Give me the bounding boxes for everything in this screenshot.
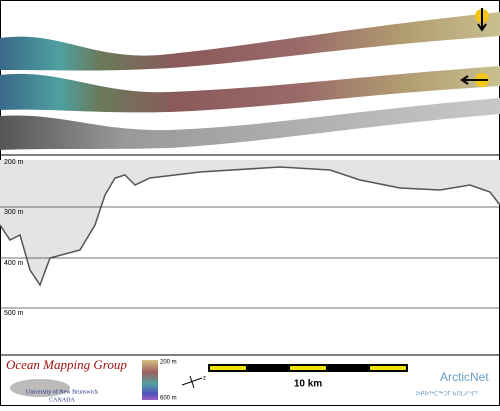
- partner-inuktitut: ᐅᑭᐅᖅᑕᖅᑐᒥ ᑲᑎᒪᔨᖏᑦ: [416, 391, 478, 398]
- swath-strip: [0, 12, 500, 71]
- swath-strip: [0, 66, 500, 113]
- scale-segment: [290, 366, 326, 370]
- depth-label: 500 m: [4, 310, 24, 317]
- logo-shape: [10, 379, 70, 397]
- arrow: [460, 75, 488, 85]
- arrow: [477, 8, 487, 32]
- compass: [181, 375, 203, 389]
- partner: ArcticNet: [440, 370, 489, 384]
- swath-strip: [0, 98, 500, 150]
- colorbar-top: 200 m: [160, 360, 177, 366]
- scale-segment: [210, 366, 246, 370]
- scale-segment: [370, 366, 406, 370]
- compass-label: z: [203, 376, 206, 382]
- country: CANADA: [49, 397, 75, 403]
- group-name: Ocean Mapping Group: [6, 357, 127, 372]
- colorbar: [142, 360, 158, 400]
- water-column: [0, 160, 500, 285]
- depth-label: 400 m: [4, 260, 24, 267]
- colorbar-bottom: 600 m: [160, 396, 177, 402]
- scale-label: 10 km: [294, 379, 322, 390]
- university: University of New Brunswick: [26, 388, 98, 395]
- depth-label: 300 m: [4, 209, 24, 216]
- depth-label: 200 m: [4, 159, 24, 166]
- seafloor-profile: [0, 166, 500, 287]
